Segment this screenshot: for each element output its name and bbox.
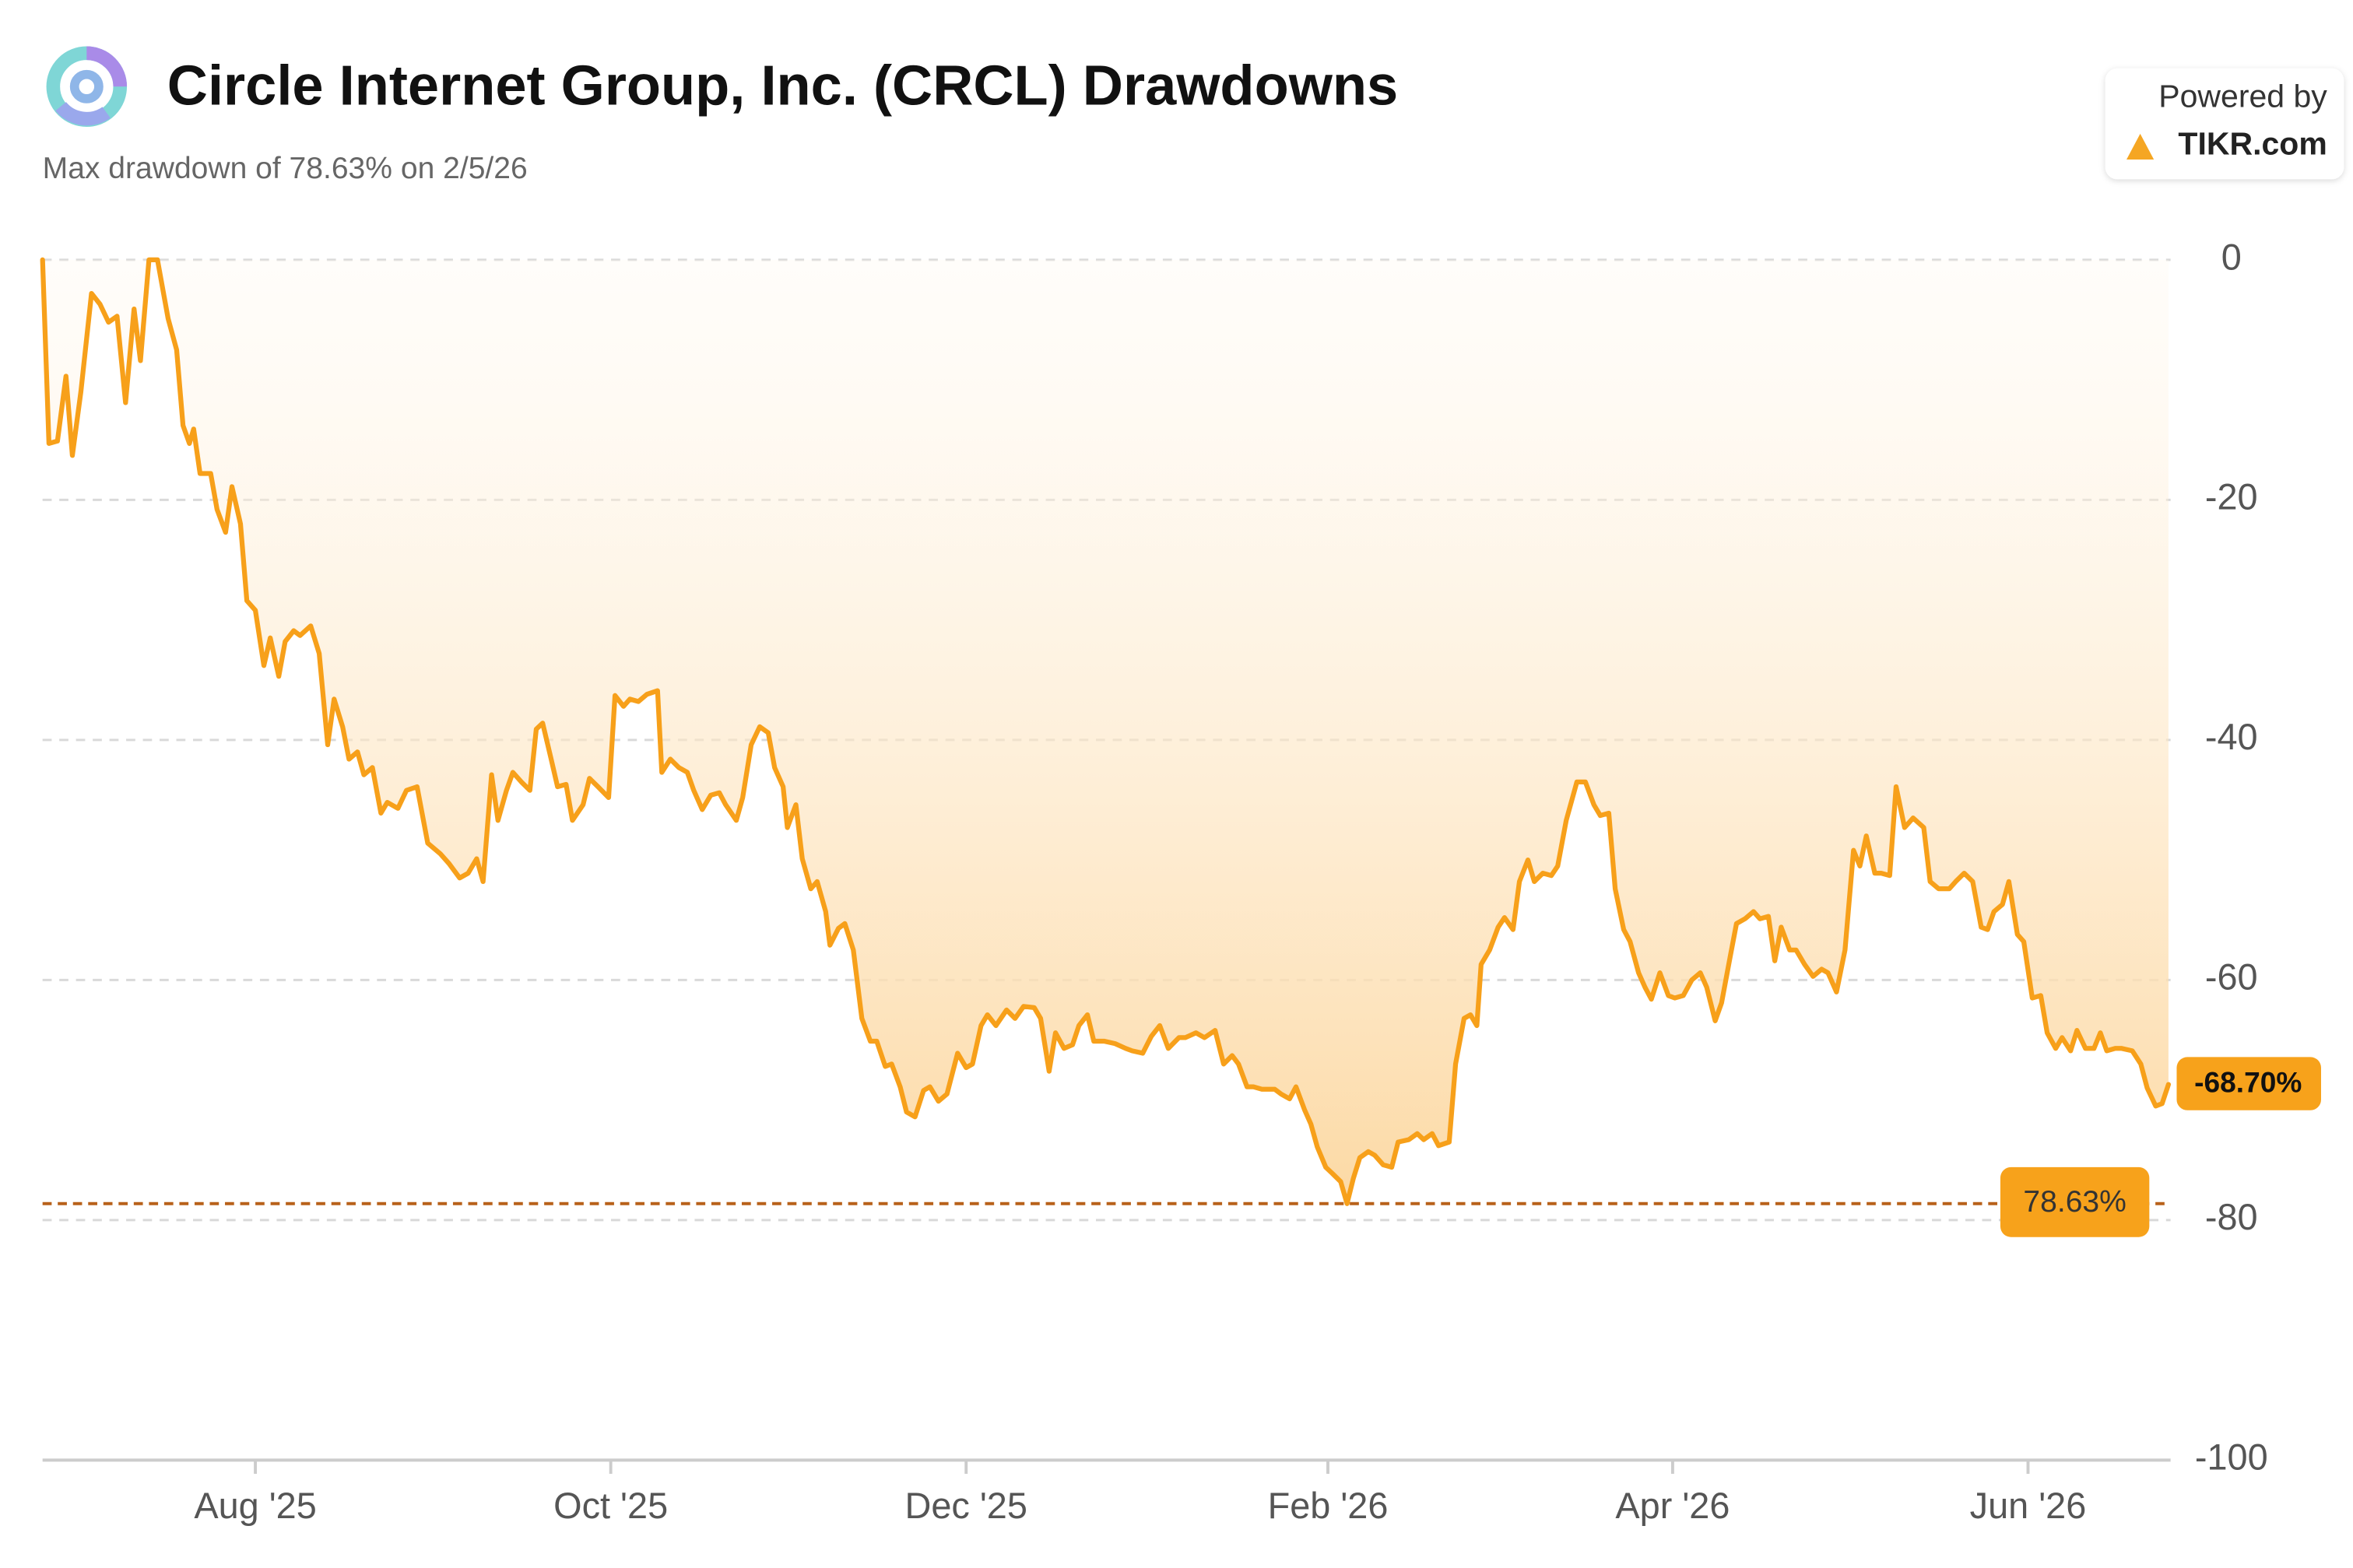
logo-core <box>69 69 104 103</box>
logo-arc <box>55 101 111 126</box>
logo <box>46 46 128 128</box>
x-tick-label: Oct '25 <box>553 1486 668 1526</box>
x-tick-label: Dec '25 <box>905 1486 1027 1526</box>
tikr-icon <box>2126 133 2155 160</box>
y-tick-label: -100 <box>2195 1437 2268 1478</box>
x-tick-label: Aug '25 <box>194 1486 316 1526</box>
plot: 0 -20 -40 -60 -80 -100 Aug '25 Oct '25 Dec '25 Fe… <box>40 237 2321 1526</box>
x-tick-label: Feb '26 <box>1268 1486 1389 1526</box>
y-tick-label: -40 <box>2205 717 2258 757</box>
brand: TIKR.com <box>2178 125 2327 161</box>
badge-box <box>2105 68 2344 180</box>
logo-arc <box>86 46 128 87</box>
area-fill <box>42 259 2169 1204</box>
x-tick-label: Apr '26 <box>1615 1486 1730 1526</box>
powered-by: Powered by <box>2158 79 2327 114</box>
max-drawdown-badge <box>2000 1166 2150 1237</box>
end-value-label: -68.70% <box>2194 1065 2302 1098</box>
chart-subtitle: Max drawdown of 78.63% on 2/5/26 <box>43 152 528 185</box>
end-value-badge <box>2176 1057 2321 1110</box>
x-tick-label: Jun '26 <box>1970 1486 2087 1526</box>
y-tick-label: -20 <box>2205 477 2258 517</box>
max-drawdown-label: 78.63% <box>2023 1185 2126 1219</box>
y-tick-label: -80 <box>2205 1197 2258 1237</box>
y-tick-label: 0 <box>2221 237 2242 277</box>
drawdown-line <box>40 257 2172 1206</box>
chart-title: Circle Internet Group, Inc. (CRCL) Drawd… <box>167 54 1398 117</box>
powered-by-badge: Powered by TIKR.com <box>2105 68 2344 180</box>
y-tick-label: -60 <box>2205 957 2258 998</box>
